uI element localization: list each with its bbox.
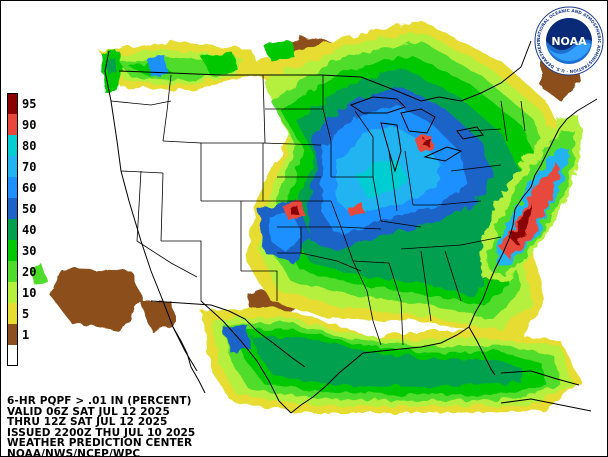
legend-swatch [7, 240, 18, 261]
legend-label: 1 [22, 328, 30, 342]
issued-time: ISSUED 2200Z THU JUL 10 2025 [7, 426, 196, 439]
legend-swatch [7, 177, 18, 198]
legend-label: 10 [22, 286, 37, 300]
western-areas [101, 41, 295, 93]
legend-swatch [7, 219, 18, 240]
legend-swatch [7, 156, 18, 177]
legend-row [7, 345, 47, 366]
state-borders [110, 74, 526, 346]
legend-swatch [7, 198, 18, 219]
legend-row: 40 [7, 219, 47, 240]
noaa-logo: NATIONAL OCEANIC AND ATMOSPHERIC ADMINIS… [534, 6, 604, 76]
legend-label: 80 [22, 139, 37, 153]
coastline [104, 50, 598, 414]
legend-swatch [7, 261, 18, 282]
info-block: 6-HR PQPF > .01 IN (PERCENT) VALID 06Z S… [7, 395, 196, 457]
legend-swatch [7, 324, 18, 345]
prob-80-areas [357, 161, 409, 197]
legend-row: 50 [7, 198, 47, 219]
legend-label: 95 [22, 97, 37, 111]
legend-row: 20 [7, 261, 47, 282]
legend-label: 70 [22, 160, 37, 174]
legend-swatch [7, 93, 18, 114]
legend-row: 70 [7, 156, 47, 177]
agency-name: NOAA/NWS/NCEP/WPC [7, 447, 141, 457]
product-title: 6-HR PQPF > .01 IN (PERCENT) [7, 395, 192, 407]
logo-text: NOAA [551, 35, 587, 48]
legend: 95 90 80 70 60 50 40 30 20 10 5 1 [7, 93, 47, 366]
legend-row: 5 [7, 303, 47, 324]
legend-swatch [7, 345, 18, 366]
legend-row: 95 [7, 93, 47, 114]
legend-swatch [7, 303, 18, 324]
legend-label: 20 [22, 265, 37, 279]
legend-row: 60 [7, 177, 47, 198]
legend-label: 60 [22, 181, 37, 195]
legend-label: 5 [22, 307, 30, 321]
legend-swatch [7, 114, 18, 135]
legend-swatch [7, 135, 18, 156]
legend-label: 40 [22, 223, 37, 237]
prob-95-spots [291, 139, 431, 215]
thru-time: THRU 12Z SAT JUL 12 2025 [7, 416, 168, 429]
valid-time: VALID 06Z SAT JUL 12 2025 [7, 405, 170, 418]
legend-label: 90 [22, 118, 37, 132]
legend-row: 30 [7, 240, 47, 261]
legend-row: 10 [7, 282, 47, 303]
legend-row: 90 [7, 114, 47, 135]
great-lakes [349, 96, 484, 173]
legend-label: 30 [22, 244, 37, 258]
legend-row: 1 [7, 324, 47, 345]
legend-row: 80 [7, 135, 47, 156]
legend-label: 50 [22, 202, 37, 216]
legend-swatch [7, 282, 18, 303]
international-border [118, 40, 532, 368]
center-name: WEATHER PREDICTION CENTER [7, 437, 193, 450]
probability-shading [31, 21, 581, 413]
